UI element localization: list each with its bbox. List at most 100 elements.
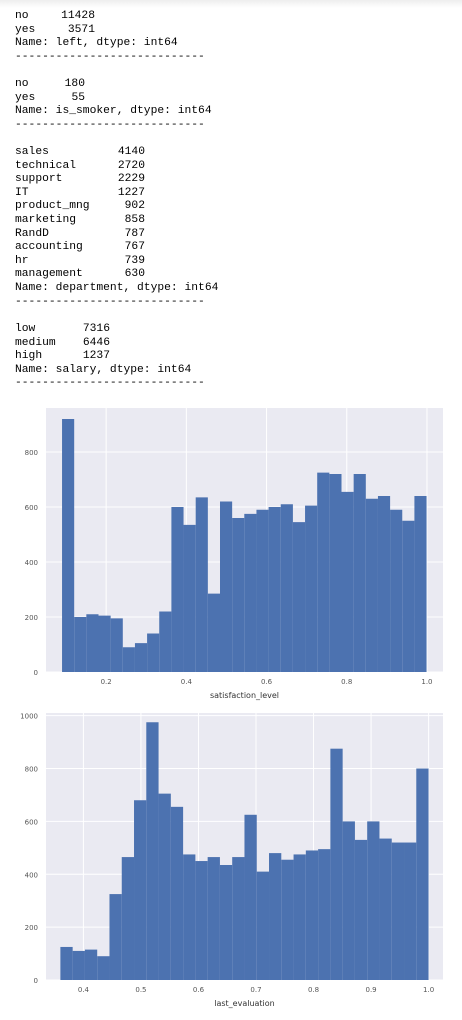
series-name-line: Name: department, dtype: int64 xyxy=(15,281,219,294)
value-count-row: low 7316 xyxy=(15,323,205,337)
category-label: technical xyxy=(15,159,77,172)
histogram-bar xyxy=(269,853,282,980)
histogram-bar xyxy=(122,647,135,672)
count-value: 180 xyxy=(64,78,85,90)
separator-line: ---------------------------- xyxy=(15,50,205,63)
satisfaction-level-histogram: 0 200 400 600 800 0.2 0.4 0.6 0.8 1.0 satisfaction… xyxy=(25,408,443,700)
value-count-row: medium 6446 xyxy=(15,337,205,351)
x-tick-label: 0.8 xyxy=(308,986,319,994)
y-tick-label: 600 xyxy=(25,504,38,512)
histogram-bar xyxy=(98,615,111,672)
histogram-bar xyxy=(414,496,427,672)
histogram-bar xyxy=(232,857,245,980)
category-label: low xyxy=(15,323,36,335)
category-label: IT xyxy=(15,186,29,199)
category-label: yes xyxy=(15,23,36,36)
y-tick-label: 0 xyxy=(34,977,38,985)
count-value: 739 xyxy=(124,254,145,267)
histogram-bar xyxy=(317,472,330,672)
series-name-line: Name: left, dtype: int64 xyxy=(15,37,178,50)
histogram-bar xyxy=(219,865,233,980)
value-count-row: yes 3571 xyxy=(15,24,205,38)
count-value: 2229 xyxy=(117,173,145,186)
histogram-bar xyxy=(195,497,208,672)
category-label: hr xyxy=(15,254,29,267)
histogram-bar xyxy=(281,859,294,980)
histogram-bar xyxy=(134,643,148,672)
top-edge xyxy=(0,0,462,8)
y-tick-label: 400 xyxy=(25,871,38,879)
histogram-bar xyxy=(84,949,98,980)
count-value: 7316 xyxy=(82,323,110,335)
histogram-bar xyxy=(219,501,233,672)
category-label: no xyxy=(15,10,29,22)
value-count-row: RandD 787 xyxy=(15,228,218,242)
value-count-row: yes 55 xyxy=(15,92,212,106)
histogram-bar xyxy=(195,861,208,980)
separator-line: ---------------------------- xyxy=(15,377,205,390)
histogram-bar xyxy=(244,814,257,980)
y-tick-label: 0 xyxy=(34,669,38,677)
histogram-bar xyxy=(318,849,331,980)
value-count-row: no 180 xyxy=(15,78,212,92)
histogram-bar xyxy=(159,611,172,672)
histogram-bar xyxy=(341,491,354,672)
x-tick-label: 0.6 xyxy=(261,678,273,686)
histogram-bar xyxy=(342,821,355,980)
category-label: management xyxy=(15,268,83,281)
y-tick-label: 1000 xyxy=(20,713,38,721)
count-value: 3571 xyxy=(67,23,95,36)
histogram-bar xyxy=(158,793,171,980)
histogram-bar xyxy=(390,509,403,672)
y-tick-label: 200 xyxy=(25,614,38,622)
value-counts-is-smoker: no 180 yes 55 Name: is_smoker, dtype: int64-… xyxy=(15,78,212,132)
value-count-row: sales 4140 xyxy=(15,146,218,160)
category-label: product_mng xyxy=(15,200,90,213)
value-counts-salary: low 7316 medium 6446 high 1237 Name: salary, d… xyxy=(15,323,205,391)
value-count-row: accounting 767 xyxy=(15,241,218,255)
y-tick-label: 800 xyxy=(25,766,38,774)
histogram-bar xyxy=(134,800,147,980)
x-tick-label: 0.9 xyxy=(366,986,377,994)
histogram-bar xyxy=(97,956,110,980)
histogram-bar xyxy=(404,842,417,980)
series-name-line: Name: salary, dtype: int64 xyxy=(15,363,192,376)
x-tick-label: 0.5 xyxy=(135,986,146,994)
histogram-bar xyxy=(416,768,429,980)
category-label: medium xyxy=(15,336,56,349)
value-count-row: high 1237 xyxy=(15,350,205,364)
category-label: RandD xyxy=(15,227,49,240)
histogram-bar xyxy=(146,722,159,980)
histogram-bar xyxy=(147,633,160,672)
category-label: no xyxy=(15,78,29,90)
value-count-row: management 630 xyxy=(15,268,218,282)
histogram-bar xyxy=(402,520,415,672)
value-count-row: support 2229 xyxy=(15,173,218,187)
series-name-line: Name: is_smoker, dtype: int64 xyxy=(15,105,212,118)
value-count-row: no 11428 xyxy=(15,10,205,24)
last-evaluation-histogram: 0 200 400 600 800 1000 0.4 0.5 0.6 0.7 0.8 0.9 1.0 la… xyxy=(20,713,443,1008)
histogram-bar xyxy=(391,842,405,980)
x-axis-label: last_evaluation xyxy=(214,999,275,1008)
histogram-bar xyxy=(60,946,73,980)
count-value: 1237 xyxy=(82,350,110,363)
histogram-bar xyxy=(305,505,318,672)
count-value: 55 xyxy=(71,91,85,104)
count-value: 787 xyxy=(124,227,145,240)
histogram-bar xyxy=(109,894,122,980)
histogram-bar xyxy=(171,507,184,672)
x-tick-label: 0.4 xyxy=(181,678,193,686)
histogram-bar xyxy=(121,857,135,980)
separator-line: ---------------------------- xyxy=(15,295,205,308)
y-tick-label: 200 xyxy=(25,924,38,932)
histogram-bar xyxy=(377,496,391,672)
value-count-row: hr 739 xyxy=(15,255,218,269)
x-tick-label: 0.7 xyxy=(250,986,261,994)
x-tick-label: 1.0 xyxy=(421,678,432,686)
category-label: support xyxy=(15,173,63,186)
count-value: 858 xyxy=(124,213,145,226)
value-counts-department: sales 4140 technical 2720 support 2229 IT 1227 p… xyxy=(15,146,218,309)
category-label: marketing xyxy=(15,213,77,226)
histogram-bar xyxy=(170,806,184,980)
histogram-bar xyxy=(62,419,75,672)
